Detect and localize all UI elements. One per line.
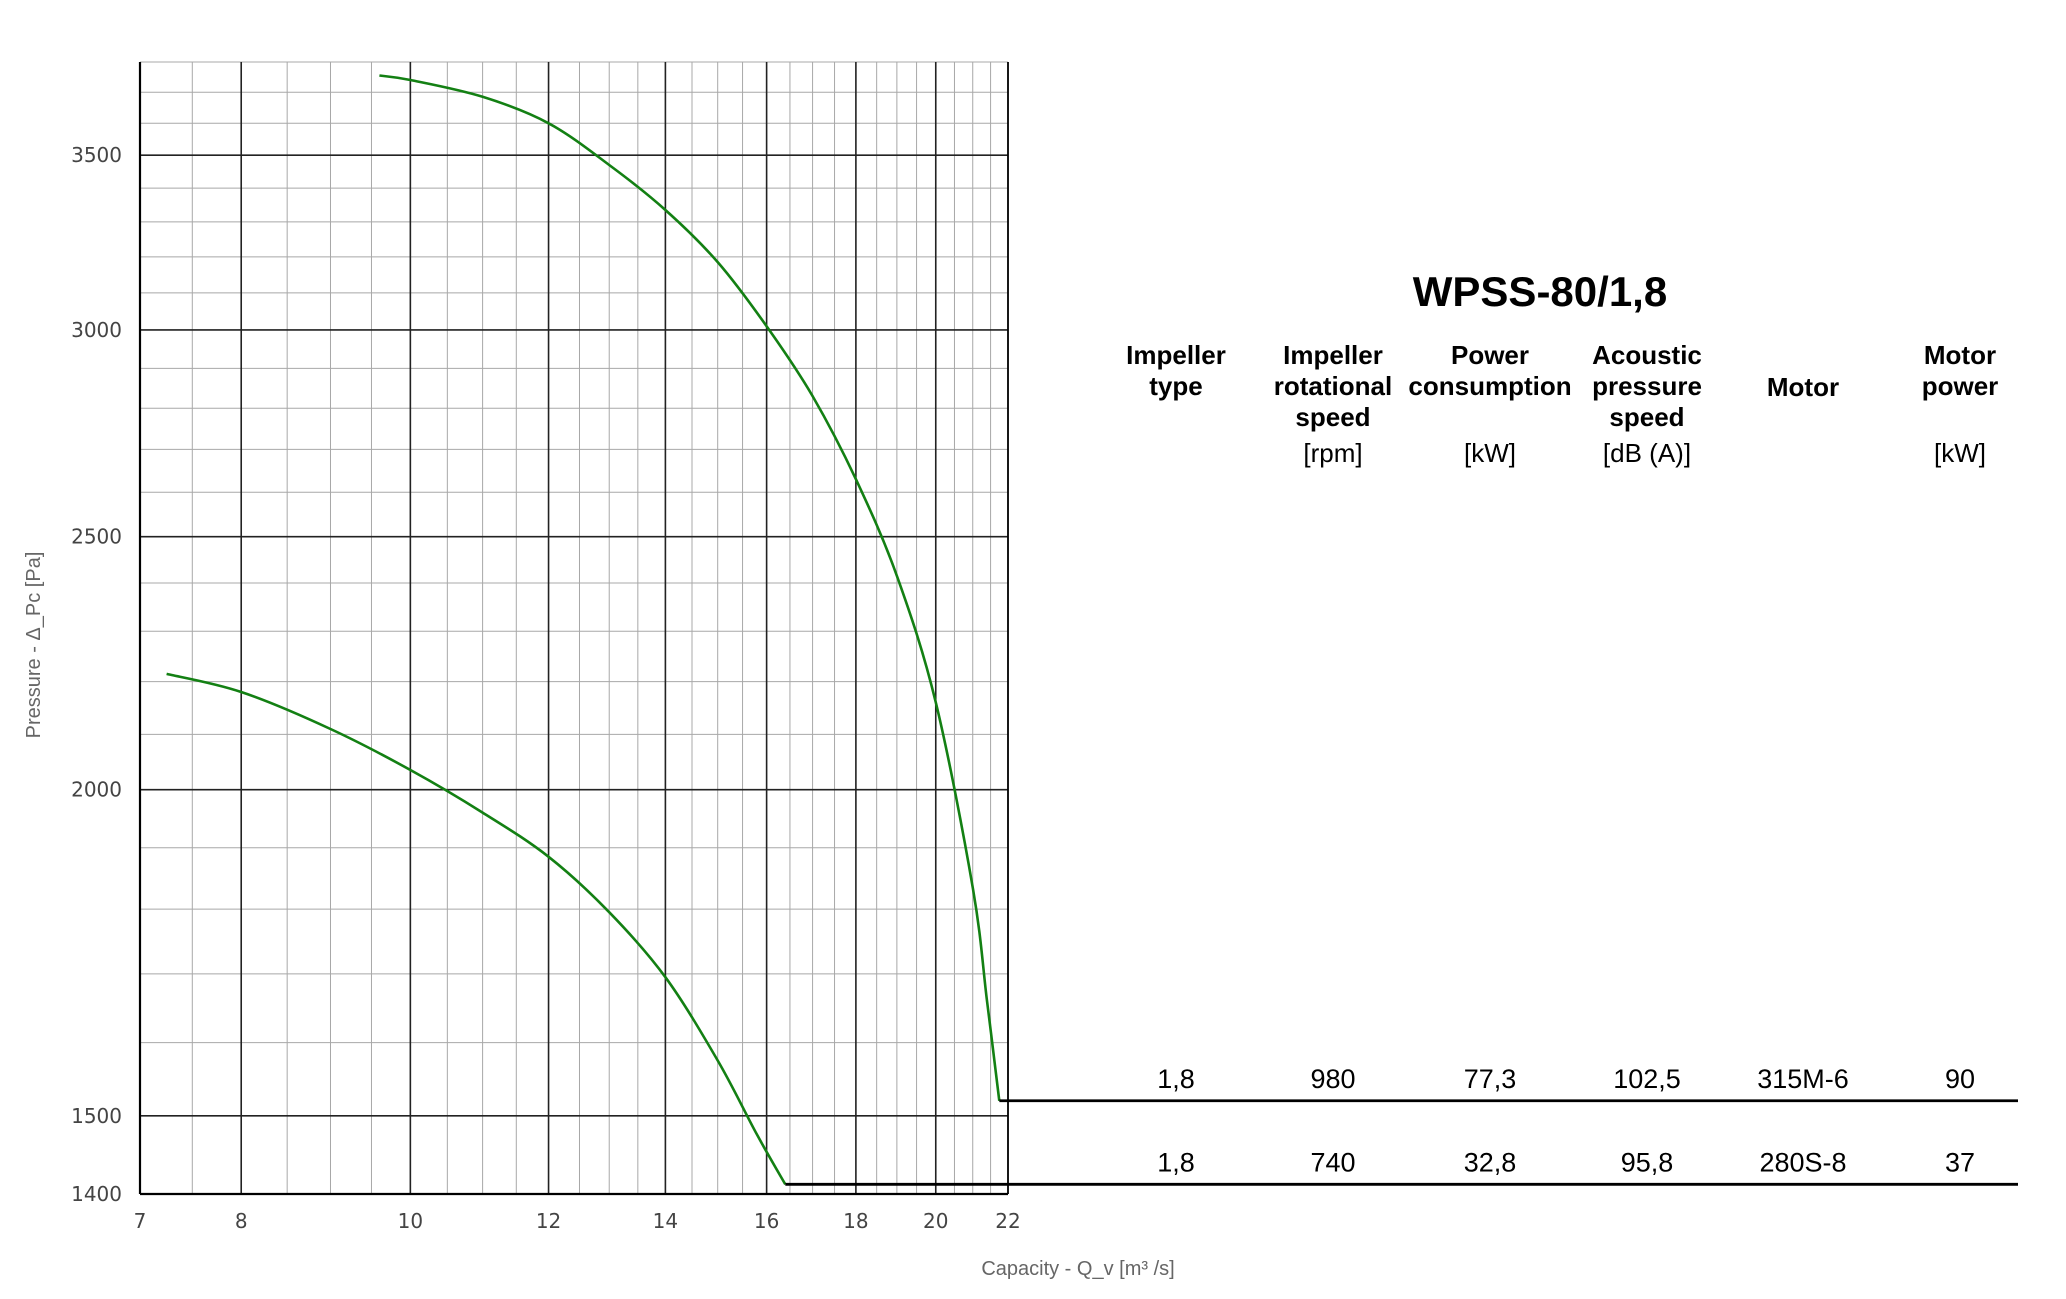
table-cell-motor_power: 37 (1945, 1147, 1975, 1177)
y-tick-label: 3500 (71, 143, 122, 167)
x-tick-label: 18 (843, 1209, 868, 1233)
y-tick-label: 2500 (71, 525, 122, 549)
performance-curves (166, 74, 1001, 1185)
tick-labels: 7 8 10 12 14 16 18 20 22 1400 1500 2000 2500 3000 3500 (71, 143, 1021, 1233)
table-header-text: pressure (1592, 371, 1702, 401)
table-header-text: speed (1295, 402, 1370, 432)
table-cell-acoustic: 102,5 (1613, 1064, 1681, 1094)
table-cell-impeller_type: 1,8 (1157, 1147, 1195, 1177)
table-cell-impeller_type: 1,8 (1157, 1064, 1195, 1094)
table-header-text: Power (1451, 340, 1529, 370)
table-cell-motor: 280S-8 (1759, 1147, 1846, 1177)
table-rows: 1,8 980 77,3 102,5 315M-6 90 1,8 740 32,8 95,8 280… (1157, 1064, 1975, 1178)
table-header-text: Impeller (1283, 340, 1383, 370)
table-title: WPSS-80/1,8 (1413, 268, 1667, 315)
table-cell-motor_power: 90 (1945, 1064, 1975, 1094)
table-header-unit: [kW] (1934, 438, 1986, 468)
x-tick-label: 10 (398, 1209, 423, 1233)
performance-curve-1 (379, 74, 1001, 1101)
x-tick-label: 12 (536, 1209, 561, 1233)
table-cell-speed: 740 (1310, 1147, 1355, 1177)
table-header-text: rotational (1274, 371, 1392, 401)
major-gridlines (139, 62, 1009, 1195)
x-tick-label: 22 (995, 1209, 1020, 1233)
table-header-unit: [dB (A)] (1603, 438, 1691, 468)
table-cell-motor: 315M-6 (1757, 1064, 1849, 1094)
performance-curve-2 (166, 672, 787, 1185)
x-tick-label: 16 (754, 1209, 779, 1233)
x-tick-label: 14 (653, 1209, 678, 1233)
table-header-text: Acoustic (1592, 340, 1702, 370)
table-headers: ImpellertypeImpellerrotationalspeed[rpm]… (1126, 340, 1998, 468)
table-cell-speed: 980 (1310, 1064, 1355, 1094)
x-axis-title: Capacity - Q_v [m³ /s] (981, 1258, 1174, 1280)
axis-titles: Capacity - Q_v [m³ /s] Pressure - Δ_Pc [… (23, 552, 1175, 1280)
table-header-text: type (1149, 371, 1202, 401)
table-header-text: Motor (1767, 372, 1839, 402)
y-tick-label: 1500 (71, 1104, 122, 1128)
y-axis-title: Pressure - Δ_Pc [Pa] (23, 552, 45, 739)
table-cell-acoustic: 95,8 (1621, 1147, 1674, 1177)
y-tick-label: 1400 (71, 1182, 122, 1206)
y-tick-label: 3000 (71, 318, 122, 342)
spec-table: WPSS-80/1,8 ImpellertypeImpellerrotation… (1126, 268, 1998, 1177)
table-cell-power_consumption: 32,8 (1464, 1147, 1517, 1177)
table-header-text: Impeller (1126, 340, 1226, 370)
y-tick-label: 2000 (71, 778, 122, 802)
minor-gridlines (139, 61, 1009, 1195)
table-header-text: Motor (1924, 340, 1996, 370)
table-header-text: consumption (1408, 371, 1571, 401)
table-header-text: speed (1609, 402, 1684, 432)
x-tick-label: 7 (134, 1209, 147, 1233)
x-tick-label: 8 (235, 1209, 248, 1233)
x-tick-label: 20 (923, 1209, 948, 1233)
row-leader-lines (785, 1099, 2018, 1186)
table-header-unit: [kW] (1464, 438, 1516, 468)
table-header-unit: [rpm] (1303, 438, 1362, 468)
table-cell-power_consumption: 77,3 (1464, 1064, 1517, 1094)
table-header-text: power (1922, 371, 1999, 401)
axes (138, 62, 1009, 1196)
